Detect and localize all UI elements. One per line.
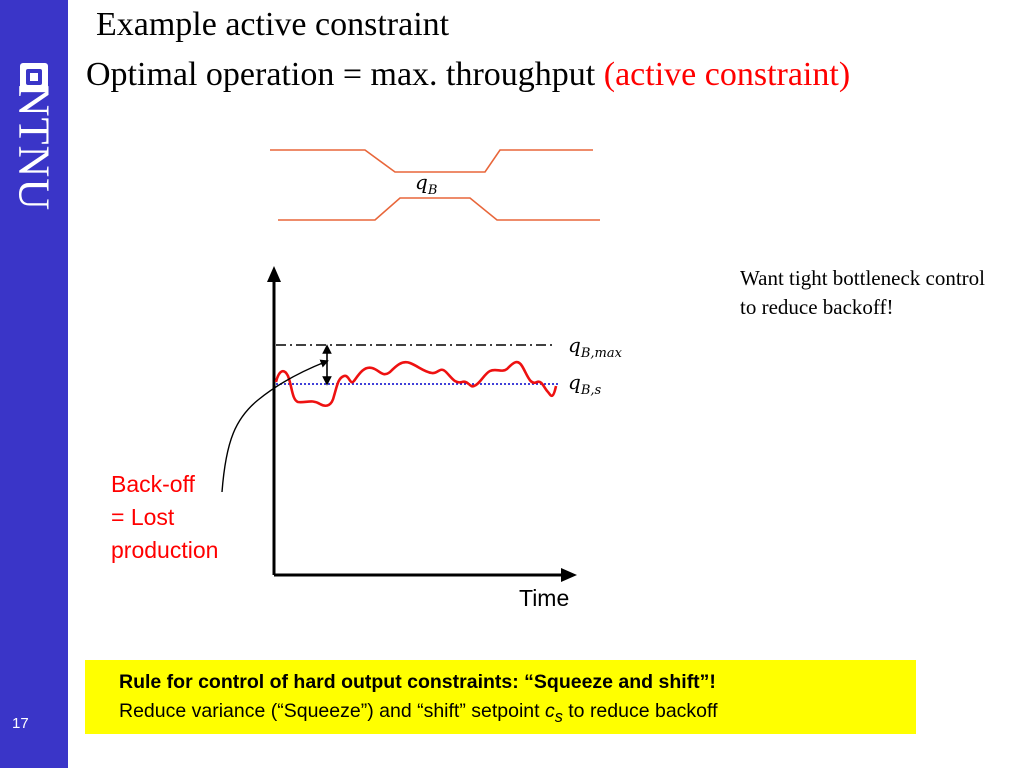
rule-description-prefix: Reduce variance (“Squeeze”) and “shift” … <box>119 700 545 722</box>
rule-heading: Rule for control of hard output constrai… <box>119 671 716 693</box>
subtitle-prefix: Optimal operation = max. throughput <box>86 56 604 93</box>
rule-description: Reduce variance (“Squeeze”) and “shift” … <box>119 700 718 727</box>
backoff-annotation: Back-off = Lost production <box>111 468 218 567</box>
page-number: 17 <box>12 715 29 732</box>
rule-description-suffix: to reduce backoff <box>562 700 718 722</box>
max-constraint-label: qB,max <box>568 333 623 361</box>
backoff-line-3: production <box>111 537 219 563</box>
rule-callout-box: Rule for control of hard output constrai… <box>85 660 916 734</box>
setpoint-variable-subscript: s <box>554 707 563 726</box>
bottleneck-flow-label: qB <box>415 170 437 198</box>
ntnu-logo-icon <box>20 63 48 91</box>
pipe-upper-wall <box>270 149 593 173</box>
pipe-lower-wall <box>278 197 600 221</box>
setpoint-variable: c <box>544 700 555 722</box>
slide-title: Example active constraint <box>96 6 450 43</box>
slide-subtitle: Optimal operation = max. throughput (act… <box>86 56 850 94</box>
backoff-line-1: Back-off <box>111 471 195 497</box>
backoff-leader-line <box>221 359 329 493</box>
measured-flow-signal <box>274 360 558 408</box>
sidebar: NTNU 17 <box>0 0 68 768</box>
setpoint-subscript: B,s <box>580 383 602 398</box>
x-axis-label: Time <box>519 585 570 611</box>
bottleneck-subscript: B <box>427 183 438 198</box>
setpoint-label: qB,s <box>568 370 601 398</box>
max-constraint-subscript: B,max <box>580 346 623 361</box>
backoff-line-2: = Lost <box>111 504 175 530</box>
subtitle-highlight: (active constraint) <box>603 56 851 93</box>
x-axis-arrowhead <box>561 568 577 582</box>
y-axis-arrowhead <box>267 266 281 282</box>
bottleneck-note: Want tight bottleneck control to reduce … <box>740 266 985 319</box>
